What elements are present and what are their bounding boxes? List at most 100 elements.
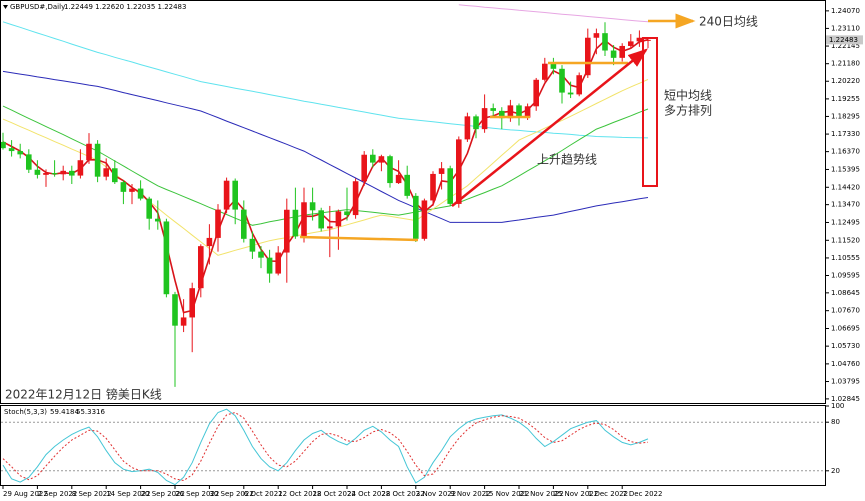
y-tick-label: 1.11520 — [831, 236, 860, 244]
candle-body — [34, 169, 41, 175]
stoch-d-value: 55.3316 — [76, 408, 105, 416]
x-tick-label: 24 Oct 2022 — [347, 490, 390, 498]
y-tick-label: 1.09595 — [831, 271, 860, 279]
stoch-k-value: 59.4184 — [50, 408, 79, 416]
candle-body — [232, 180, 238, 210]
x-tick-label: 26 Sep 2022 — [175, 490, 219, 498]
candle-body — [507, 105, 514, 119]
candle-body — [404, 174, 410, 196]
candle-body — [129, 188, 135, 192]
x-tick-label: 8 Sep 2022 — [72, 490, 112, 498]
candle-body — [146, 198, 152, 219]
candle-body — [215, 209, 221, 238]
moving-average — [2, 70, 649, 223]
candle-body — [86, 143, 92, 161]
candle-body — [464, 116, 471, 140]
candle-body — [206, 237, 213, 247]
candle-body — [456, 139, 462, 204]
y-tick-label: 1.04760 — [831, 360, 860, 368]
candle-body — [585, 37, 591, 76]
candle-body — [490, 108, 496, 111]
candle-body — [112, 168, 118, 183]
y-tick-label: 1.03795 — [831, 378, 860, 386]
y-tick-label: 1.22145 — [831, 42, 860, 50]
y-tick-label: 1.08645 — [831, 289, 860, 297]
candle-body — [542, 63, 548, 80]
candle-body — [223, 180, 230, 210]
x-tick-label: 3 Nov 2022 — [416, 490, 456, 498]
candle-body — [51, 173, 58, 175]
candle-body — [645, 39, 651, 41]
trend-line — [451, 48, 648, 207]
candle-body — [499, 110, 505, 119]
candle-body — [1, 141, 6, 149]
price-label: 1.22483 — [829, 36, 858, 44]
annotation-drawings — [299, 13, 696, 242]
x-tick-label: 14 Sep 2022 — [106, 490, 150, 498]
candle-body — [327, 226, 333, 229]
support-line — [299, 235, 419, 242]
candle-body — [481, 108, 488, 130]
candle-body — [17, 151, 23, 155]
candle-body — [387, 156, 393, 184]
candle-body — [421, 200, 428, 239]
candle-body — [516, 105, 522, 118]
x-tick-label: 28 Oct 2022 — [381, 490, 424, 498]
candle-body — [8, 148, 15, 152]
candle-body — [576, 75, 582, 95]
y-tick-label: 20 — [831, 467, 840, 475]
candle-body — [473, 116, 479, 130]
candle-body — [559, 68, 565, 93]
y-tick-label: 1.12495 — [831, 218, 860, 226]
candle-body — [335, 211, 342, 227]
stoch-title: Stoch(5,3,3) — [4, 408, 47, 416]
x-tick-label: 25 Nov 2022 — [553, 490, 598, 498]
y-tick-label: 1.21180 — [831, 60, 860, 68]
y-tick-label: 1.15395 — [831, 165, 860, 173]
candle-body — [266, 257, 273, 274]
chart-subtitle: 1.22449 1.22620 1.22035 1.22483 — [64, 3, 186, 11]
candle-body — [344, 211, 350, 216]
moving-average — [2, 105, 649, 226]
candle-body — [77, 160, 84, 176]
candle-body — [318, 210, 324, 229]
candle-body — [636, 37, 643, 42]
candle-body — [103, 168, 109, 177]
y-tick-label: 1.20220 — [831, 77, 860, 85]
y-tick-label: 1.16370 — [831, 148, 860, 156]
x-tick-label: 15 Nov 2022 — [485, 490, 530, 498]
candle-body — [352, 181, 359, 216]
candle-body — [378, 156, 385, 163]
candle-body — [619, 45, 625, 58]
annotation: 短中均线 — [664, 88, 712, 103]
chart-title: GBPUSD#,Daily — [10, 3, 65, 11]
y-tick-label: 1.13470 — [831, 201, 860, 209]
y-tick-label: 1.24070 — [831, 7, 860, 15]
candle-body — [301, 202, 307, 237]
annotation: 上升趋势线 — [537, 153, 597, 167]
annotation: 240日均线 — [699, 15, 758, 29]
candle-body — [172, 294, 178, 326]
moving-average — [2, 38, 649, 314]
candle-body — [370, 154, 376, 163]
price-label-box — [826, 35, 863, 45]
candle-body — [94, 143, 101, 177]
candle-body — [69, 170, 75, 176]
candle-body — [430, 173, 436, 201]
candle-body — [180, 317, 187, 326]
candle-body — [309, 202, 316, 211]
y-tick-label: 80 — [831, 418, 840, 426]
y-tick-label: 1.23110 — [831, 24, 860, 32]
y-tick-label: 1.07670 — [831, 307, 860, 315]
x-tick-label: 12 Oct 2022 — [278, 490, 321, 498]
y-tick-label: 1.06695 — [831, 325, 860, 333]
candle-body — [155, 218, 161, 222]
highlight-box — [642, 37, 658, 187]
annotation: 2022年12月12日 镑美日K线 — [5, 387, 162, 402]
candle-body — [447, 168, 453, 204]
main-plot — [1, 4, 651, 387]
candle-body — [413, 195, 419, 239]
x-tick-label: 29 Aug 2022 — [3, 490, 48, 498]
candle-body — [533, 79, 539, 107]
y-tick-label: 1.02845 — [831, 395, 860, 403]
